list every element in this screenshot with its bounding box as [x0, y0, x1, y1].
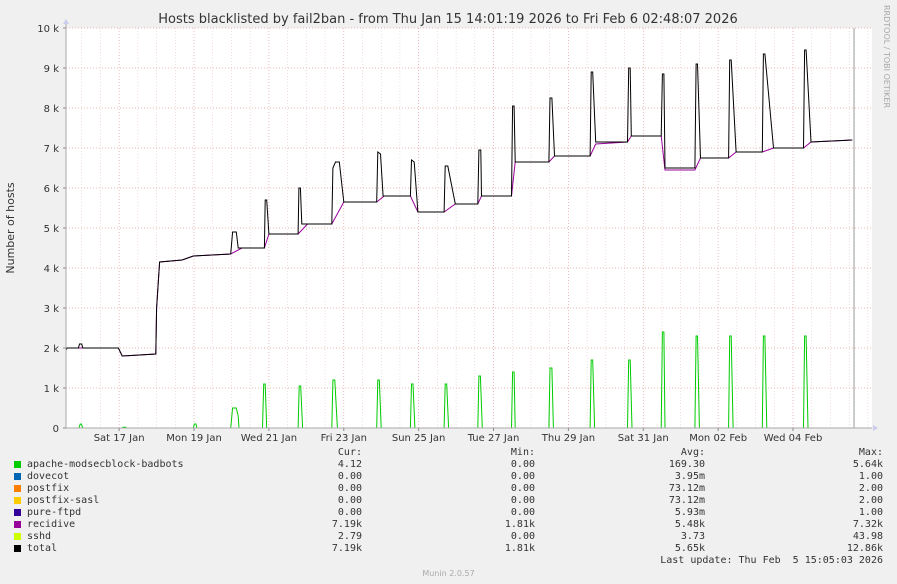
legend-avg: 3.73 [680, 531, 705, 542]
legend-min: 0.00 [510, 507, 535, 518]
legend-max: 5.64k [852, 459, 883, 470]
x-tick-label: Sat 17 Jan [94, 433, 145, 444]
y-axis-label: Number of hosts [4, 182, 17, 274]
legend-max: 2.00 [858, 495, 883, 506]
series-line-total [65, 49, 853, 357]
legend: Cur: Min: Avg: Max: apache-modsecblock-b… [0, 447, 897, 567]
x-tick-label: Mon 19 Jan [166, 433, 222, 444]
legend-max: 1.00 [858, 507, 883, 518]
chart-title: Hosts blacklisted by fail2ban - from Thu… [158, 12, 738, 27]
legend-header-max: Max: [858, 447, 883, 458]
legend-avg: 5.93m [674, 507, 705, 518]
y-tick-label: 1 k [44, 384, 60, 395]
y-tick-label: 9 k [44, 64, 60, 75]
y-tick-label: 5 k [44, 224, 60, 235]
chart-svg: Hosts blacklisted by fail2ban - from Thu… [4, 5, 891, 444]
legend-cur: 0.00 [337, 471, 362, 482]
y-tick-label: 4 k [44, 264, 60, 275]
legend-swatch [14, 497, 21, 504]
y-tick-label: 6 k [44, 184, 60, 195]
legend-max: 1.00 [858, 471, 883, 482]
legend-name: sshd [27, 531, 52, 542]
legend-row: postfix 0.00 0.00 73.12m 2.00 [0, 483, 897, 495]
legend-avg: 169.30 [668, 459, 705, 470]
legend-rows: apache-modsecblock-badbots 4.12 0.00 169.30… [0, 459, 897, 555]
legend-avg: 73.12m [668, 483, 705, 494]
legend-avg: 73.12m [668, 495, 705, 506]
legend-cur: 0.00 [337, 507, 362, 518]
y-tick-label: 0 [53, 424, 59, 435]
legend-name: postfix [27, 483, 70, 494]
legend-max: 43.98 [852, 531, 883, 542]
rrdtool-credit: RRDTOOL / TOBI OETIKER [882, 5, 891, 108]
grid [66, 27, 872, 428]
legend-header-cur: Cur: [337, 447, 362, 458]
x-tick-label: Mon 02 Feb [689, 433, 747, 444]
last-update-row: Last update: Thu Feb 5 15:05:03 2026 [0, 555, 897, 567]
x-tick-label: Fri 23 Jan [321, 433, 367, 444]
legend-min: 0.00 [510, 531, 535, 542]
x-tick-label: Sat 31 Jan [618, 433, 669, 444]
x-tick-label: Tue 27 Jan [467, 433, 520, 444]
legend-header-min: Min: [510, 447, 535, 458]
y-tick-label: 8 k [44, 104, 60, 115]
legend-row: pure-ftpd 0.00 0.00 5.93m 1.00 [0, 507, 897, 519]
legend-avg: 5.65k [674, 543, 705, 554]
legend-row: dovecot 0.00 0.00 3.95m 1.00 [0, 471, 897, 483]
x-tick-label: Wed 04 Feb [764, 433, 823, 444]
legend-name: pure-ftpd [27, 507, 82, 518]
legend-name: apache-modsecblock-badbots [27, 459, 184, 470]
x-tick-label: Wed 21 Jan [241, 433, 297, 444]
last-update: Last update: Thu Feb 5 15:05:03 2026 [660, 555, 883, 566]
legend-swatch [14, 485, 21, 492]
legend-min: 1.81k [504, 543, 535, 554]
legend-min: 0.00 [510, 459, 535, 470]
legend-cur: 2.79 [337, 531, 362, 542]
munin-version: Munin 2.0.57 [422, 569, 475, 578]
legend-row: recidive 7.19k 1.81k 5.48k 7.32k [0, 519, 897, 531]
legend-cur: 7.19k [331, 543, 362, 554]
legend-max: 2.00 [858, 483, 883, 494]
y-tick-label: 7 k [44, 144, 60, 155]
x-tick-label: Thu 29 Jan [541, 433, 595, 444]
legend-swatch [14, 461, 21, 468]
legend-cur: 0.00 [337, 495, 362, 506]
legend-row: sshd 2.79 0.00 3.73 43.98 [0, 531, 897, 543]
legend-swatch [14, 545, 21, 552]
legend-row: postfix-sasl 0.00 0.00 73.12m 2.00 [0, 495, 897, 507]
legend-max: 7.32k [852, 519, 883, 530]
legend-name: recidive [27, 519, 76, 530]
y-tick-label: 3 k [44, 304, 60, 315]
legend-swatch [14, 533, 21, 540]
x-tick-label: Sun 25 Jan [392, 433, 446, 444]
legend-swatch [14, 521, 21, 528]
legend-min: 1.81k [504, 519, 535, 530]
y-tick-label: 2 k [44, 344, 60, 355]
legend-name: total [27, 543, 58, 554]
y-tick-label: 10 k [37, 24, 59, 35]
x-axis-arrow [873, 425, 878, 431]
legend-avg: 3.95m [674, 471, 705, 482]
legend-cur: 4.12 [337, 459, 362, 470]
legend-header: Cur: Min: Avg: Max: [0, 447, 897, 459]
legend-header-avg: Avg: [680, 447, 705, 458]
legend-min: 0.00 [510, 495, 535, 506]
legend-cur: 0.00 [337, 483, 362, 494]
legend-row: total 7.19k 1.81k 5.65k 12.86k [0, 543, 897, 555]
legend-swatch [14, 473, 21, 480]
legend-swatch [14, 509, 21, 516]
y-axis-arrow [63, 19, 69, 24]
legend-avg: 5.48k [674, 519, 705, 530]
legend-cur: 7.19k [331, 519, 362, 530]
legend-row: apache-modsecblock-badbots 4.12 0.00 169.30… [0, 459, 897, 471]
legend-min: 0.00 [510, 483, 535, 494]
legend-name: postfix-sasl [27, 495, 100, 506]
axes: 0 1 k 2 k 3 k 4 k 5 k 6 k 7 k 8 k 9 k 10 k Sat 17 J… [37, 19, 878, 444]
legend-min: 0.00 [510, 471, 535, 482]
legend-max: 12.86k [846, 543, 883, 554]
legend-name: dovecot [27, 471, 70, 482]
